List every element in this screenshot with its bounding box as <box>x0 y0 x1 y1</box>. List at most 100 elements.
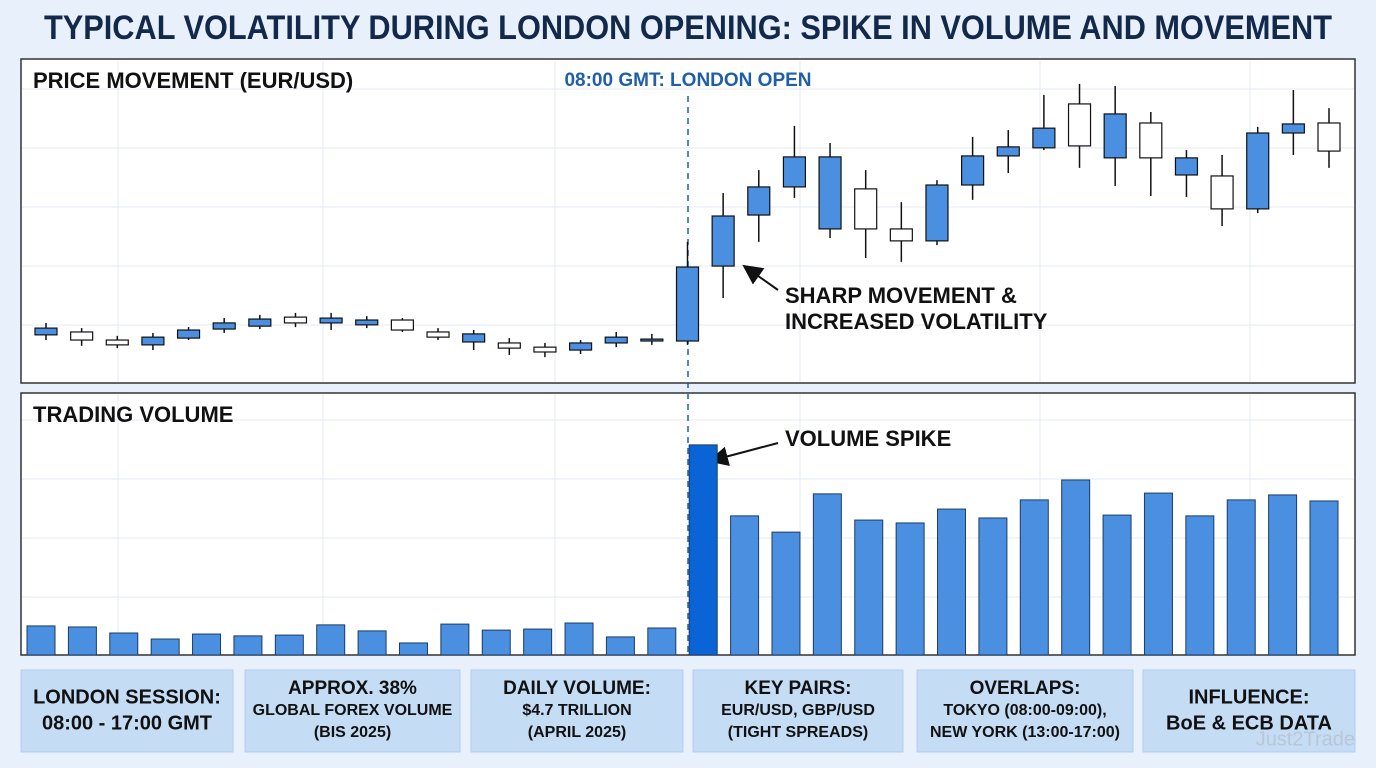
candle-body <box>961 155 985 186</box>
annotation: VOLUME SPIKE <box>785 426 951 451</box>
candle-body <box>1210 175 1234 210</box>
candle-body <box>747 186 771 216</box>
volume-bar <box>67 626 97 656</box>
volume-bar <box>1019 499 1049 656</box>
candle-body <box>818 156 842 230</box>
candle-body <box>1281 123 1305 134</box>
candle-body <box>925 184 949 242</box>
candle-body <box>711 215 735 267</box>
info-text: DAILY VOLUME: <box>503 678 651 699</box>
volume-bar <box>440 623 470 656</box>
info-text: BoE & ECB DATA <box>1166 712 1332 734</box>
info-box <box>244 669 461 753</box>
info-box <box>1142 669 1356 753</box>
volume-bar <box>357 630 387 656</box>
arrow <box>708 442 779 467</box>
volume-bar <box>1309 500 1339 656</box>
volume-bar <box>481 629 511 656</box>
volume-bar <box>274 634 304 656</box>
volume-bar <box>688 444 718 656</box>
candle-body <box>212 322 236 330</box>
candle-body <box>1067 103 1092 147</box>
candle-body <box>1246 132 1270 210</box>
info-text: GLOBAL FOREX VOLUME <box>253 702 453 719</box>
volume-bar <box>233 635 263 656</box>
volume-bar <box>1226 499 1256 656</box>
info-text: NEW YORK (13:00-17:00) <box>930 724 1120 741</box>
info-text: (TIGHT SPREADS) <box>728 724 868 741</box>
candle-body <box>1317 122 1341 152</box>
candle-body <box>640 338 664 342</box>
candle-body <box>319 317 343 324</box>
annotation: INCREASED VOLATILITY <box>785 309 1048 334</box>
info-box <box>470 669 684 753</box>
info-text: (APRIL 2025) <box>528 724 626 741</box>
info-text: EUR/USD, GBP/USD <box>721 702 875 719</box>
volume-bar <box>730 515 760 656</box>
annotation: SHARP MOVEMENT & <box>785 283 1017 308</box>
candle-body <box>426 331 450 338</box>
info-box <box>692 669 904 753</box>
volume-bar <box>895 522 925 656</box>
volume-bar <box>1061 479 1091 656</box>
candle-body <box>782 156 807 188</box>
info-text: INFLUENCE: <box>1188 686 1309 708</box>
volume-panel <box>20 392 1356 656</box>
candle-body <box>889 228 913 242</box>
page-title: TYPICAL VOLATILITY DURING LONDON OPENING… <box>44 9 1332 47</box>
candle-body <box>1139 122 1163 159</box>
candle-body <box>283 316 308 324</box>
volume-bar <box>605 636 635 656</box>
volume-bar <box>1143 492 1173 656</box>
watermark: Just2Trade <box>1256 728 1355 750</box>
candle-body <box>533 346 557 353</box>
panel-title: PRICE MOVEMENT (EUR/USD) <box>33 68 353 93</box>
candle-body <box>854 188 878 230</box>
candle-body <box>675 266 700 342</box>
volume-bar <box>771 531 801 656</box>
volume-bar <box>854 519 884 656</box>
candle-body <box>105 339 129 346</box>
candle-body <box>497 342 521 349</box>
candle-body <box>248 318 272 327</box>
info-text: APPROX. 38% <box>288 678 417 699</box>
volume-bar <box>812 493 842 656</box>
volume-bar <box>1185 515 1215 656</box>
info-text: $4.7 TRILLION <box>522 702 631 719</box>
candle-body <box>70 331 94 341</box>
candle-body <box>141 336 165 346</box>
info-box <box>916 669 1134 753</box>
arrow <box>742 264 779 291</box>
volume-bar <box>1268 494 1298 656</box>
candle-body <box>1032 127 1056 149</box>
panel-title: TRADING VOLUME <box>33 402 233 427</box>
info-text: KEY PAIRS: <box>745 678 852 699</box>
info-text: (BIS 2025) <box>314 724 391 741</box>
candle-body <box>176 329 201 339</box>
volume-bar <box>26 625 56 656</box>
info-text: TOKYO (08:00-09:00), <box>943 702 1106 719</box>
volume-bar <box>937 508 967 656</box>
candle-body <box>34 327 58 336</box>
candle-body <box>1103 113 1127 159</box>
volume-bar <box>523 628 553 656</box>
candle-body <box>355 319 379 326</box>
candle-body <box>996 146 1020 157</box>
volume-bar <box>150 638 180 656</box>
volume-bar <box>109 632 139 656</box>
info-box <box>20 669 234 753</box>
candle-body <box>390 319 414 331</box>
volume-bar <box>192 633 222 656</box>
candle-body <box>1174 157 1199 176</box>
volume-bar <box>564 622 594 656</box>
volume-bar <box>1102 514 1132 656</box>
candle-body <box>568 342 593 351</box>
volume-bar <box>978 517 1008 656</box>
annotation: 08:00 GMT: LONDON OPEN <box>564 70 811 91</box>
candle-body <box>462 333 486 343</box>
info-text: LONDON SESSION: <box>33 686 221 708</box>
volume-bar <box>647 627 677 656</box>
candle-body <box>604 336 628 344</box>
info-text: 08:00 - 17:00 GMT <box>42 712 212 734</box>
